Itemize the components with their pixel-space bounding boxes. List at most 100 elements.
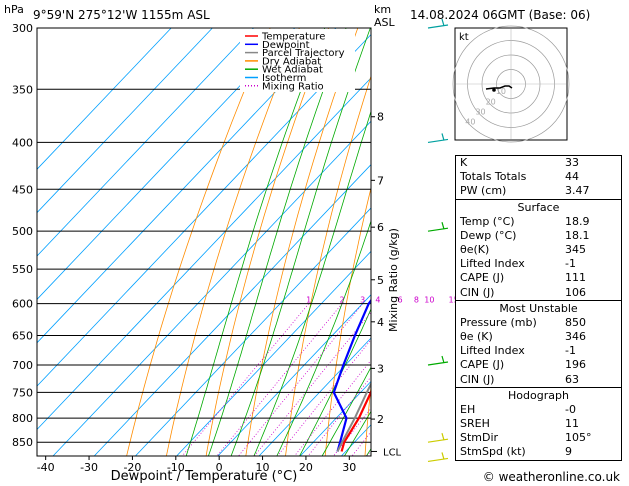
wet-adiabat-line: [276, 219, 371, 456]
surface-row: Temp (°C) 18.9: [460, 214, 590, 228]
surface-row: θe(K) 345: [460, 243, 586, 257]
legend-label: Isotherm: [262, 73, 306, 84]
dry-adiabat-line: [364, 382, 371, 456]
km-tick-label: 7: [377, 174, 384, 187]
most-unstable-title: Most Unstable: [499, 301, 578, 315]
isotherm-line: [37, 28, 337, 344]
wind-barbs: [427, 18, 449, 463]
pressure-tick-label: 850: [12, 436, 33, 449]
height-unit-asl: ASL: [374, 16, 396, 29]
surface-row: Dewp (°C) 18.1: [460, 228, 590, 242]
legend-label: Dry Adiabat: [262, 56, 321, 67]
isotherm-line: [37, 28, 254, 257]
km-tick-label: 2: [377, 413, 384, 426]
mixing-ratio-tick-label: 6: [398, 296, 403, 305]
isotherm-line: [37, 33, 371, 387]
dry-adiabat-line: [166, 28, 300, 456]
legend-label: Wet Adiabat: [262, 65, 323, 76]
x-axis-label: Dewpoint / Temperature (°C): [111, 469, 298, 484]
height-unit-km: km: [374, 3, 391, 16]
wet-adiabat-line: [299, 307, 371, 456]
index-row: Totals Totals 44: [460, 170, 579, 184]
dry-adiabat-line: [324, 186, 371, 456]
wind-barb-icon: [441, 355, 445, 364]
x-tick-label: 30: [342, 461, 356, 474]
pressure-tick-label: 500: [12, 225, 33, 238]
wet-adiabat-line: [321, 366, 371, 456]
most-unstable-row: θe (K) 346: [460, 330, 586, 344]
hodograph-row: StmDir 105°: [460, 431, 592, 445]
series-line-temperature: [340, 389, 371, 452]
mixing-ratio-line: [216, 303, 343, 456]
mixing-ratio-tick-label: 1: [306, 296, 311, 305]
mixing-ratio-line: [181, 303, 310, 456]
most-unstable-row: Pressure (mb) 850: [460, 315, 586, 329]
most-unstable-row: CIN (J) 63: [460, 372, 579, 386]
hodograph-table-title: Hodograph: [508, 388, 569, 402]
isotherm-line: [37, 28, 296, 300]
pressure-tick-label: 800: [12, 412, 33, 425]
hodograph-unit: kt: [459, 32, 469, 43]
mixing-ratio-line: [253, 311, 371, 456]
mixing-ratio-tick-label: 2: [340, 296, 345, 305]
legend-label: Mixing Ratio: [262, 81, 324, 92]
pressure-tick-label: 300: [12, 22, 33, 35]
pressure-tick-label: 750: [12, 386, 33, 399]
pressure-tick-label: 600: [12, 298, 33, 311]
isotherm-line: [37, 28, 172, 170]
km-tick-label: 8: [377, 111, 384, 124]
km-tick-label: 6: [377, 221, 384, 234]
isotherm-line: [217, 294, 371, 456]
axes: 1234681015202530035040045050055060065070…: [12, 22, 491, 474]
index-row: K 33: [460, 156, 579, 169]
mixing-ratio-line: [238, 303, 364, 456]
x-tick-label: 10: [256, 461, 270, 474]
pressure-tick-label: 700: [12, 359, 33, 372]
profile-curves: [332, 298, 371, 452]
lcl-label: LCL: [383, 447, 402, 458]
mixing-ratio-tick-label: 15: [449, 296, 459, 305]
hodograph-ring: [452, 25, 570, 143]
hodograph-row: EH -0: [460, 402, 576, 416]
x-tick-label: 0: [216, 461, 223, 474]
index-row: PW (cm) 3.47: [460, 184, 590, 198]
pressure-tick-label: 450: [12, 183, 33, 196]
wet-adiabat-line: [208, 28, 347, 456]
wind-barb-icon: [441, 452, 445, 460]
pressure-tick-label: 650: [12, 330, 33, 343]
x-tick-label: 20: [299, 461, 313, 474]
hodograph-ring-label: 20: [486, 97, 496, 106]
wet-adiabat-line: [253, 110, 371, 456]
mixing-ratio-tick-label: 4: [375, 296, 380, 305]
hodograph-row: SREH 11: [460, 417, 579, 431]
surface-row: Lifted Index -1: [460, 257, 576, 271]
wind-barb-icon: [441, 18, 445, 27]
hodograph-ring-label: 30: [475, 107, 485, 116]
legend-box: [240, 29, 355, 92]
wind-barb-icon: [427, 361, 449, 366]
dry-adiabat-line: [245, 28, 359, 456]
legend-label: Dewpoint: [262, 40, 310, 51]
hodograph-trace: [485, 85, 513, 90]
wind-barb-icon: [427, 138, 449, 144]
isotherm-line: [299, 380, 371, 456]
x-tick-label: -40: [37, 461, 55, 474]
most-unstable-row: CAPE (J) 196: [460, 358, 586, 372]
dry-adiabat-line: [285, 74, 371, 456]
legend-label: Parcel Trajectory: [262, 48, 345, 59]
wind-barb-icon: [441, 221, 445, 230]
isotherm-line: [258, 337, 371, 456]
mixing-ratio-line: [307, 376, 371, 456]
wet-adiabat-line: [230, 28, 371, 456]
plot-area: [37, 28, 371, 456]
dry-adiabat-line: [205, 28, 329, 456]
hodograph-storm-motion: [492, 88, 496, 92]
isotherm-line: [176, 250, 371, 456]
wind-barb-icon: [427, 457, 449, 463]
isotherm-line: [37, 77, 371, 431]
wind-barb-icon: [427, 227, 449, 232]
series-line-dewpoint: [332, 298, 371, 452]
wind-barb-icon: [441, 433, 445, 441]
series-line-parcel-trajectory: [336, 381, 371, 452]
